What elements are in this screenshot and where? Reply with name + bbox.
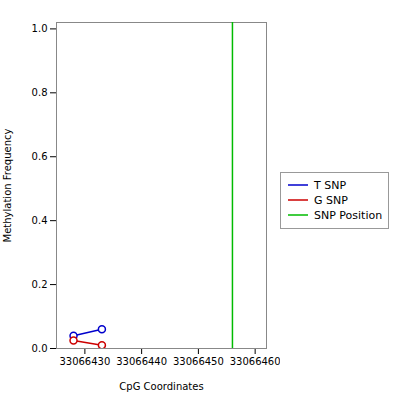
svg-text:CpG Coordinates: CpG Coordinates	[119, 381, 203, 392]
svg-text:33066440: 33066440	[116, 356, 167, 367]
svg-text:33066430: 33066430	[59, 356, 110, 367]
html-text:G SNP: G SNP	[314, 193, 348, 207]
svg-text:0.8: 0.8	[32, 87, 48, 98]
svg-text:0.0: 0.0	[32, 343, 48, 354]
svg-text:33066450: 33066450	[173, 356, 224, 367]
svg-text:0.6: 0.6	[32, 151, 48, 162]
svg-text:1.0: 1.0	[32, 23, 48, 34]
svg-text:0.4: 0.4	[32, 215, 48, 226]
html-text:SNP Position: SNP Position	[314, 208, 383, 222]
svg-text:0.2: 0.2	[32, 279, 48, 290]
html-text:T SNP: T SNP	[314, 178, 347, 192]
svg-text:Methylation Frequency: Methylation Frequency	[2, 128, 13, 242]
svg-text:33066460: 33066460	[230, 356, 280, 367]
